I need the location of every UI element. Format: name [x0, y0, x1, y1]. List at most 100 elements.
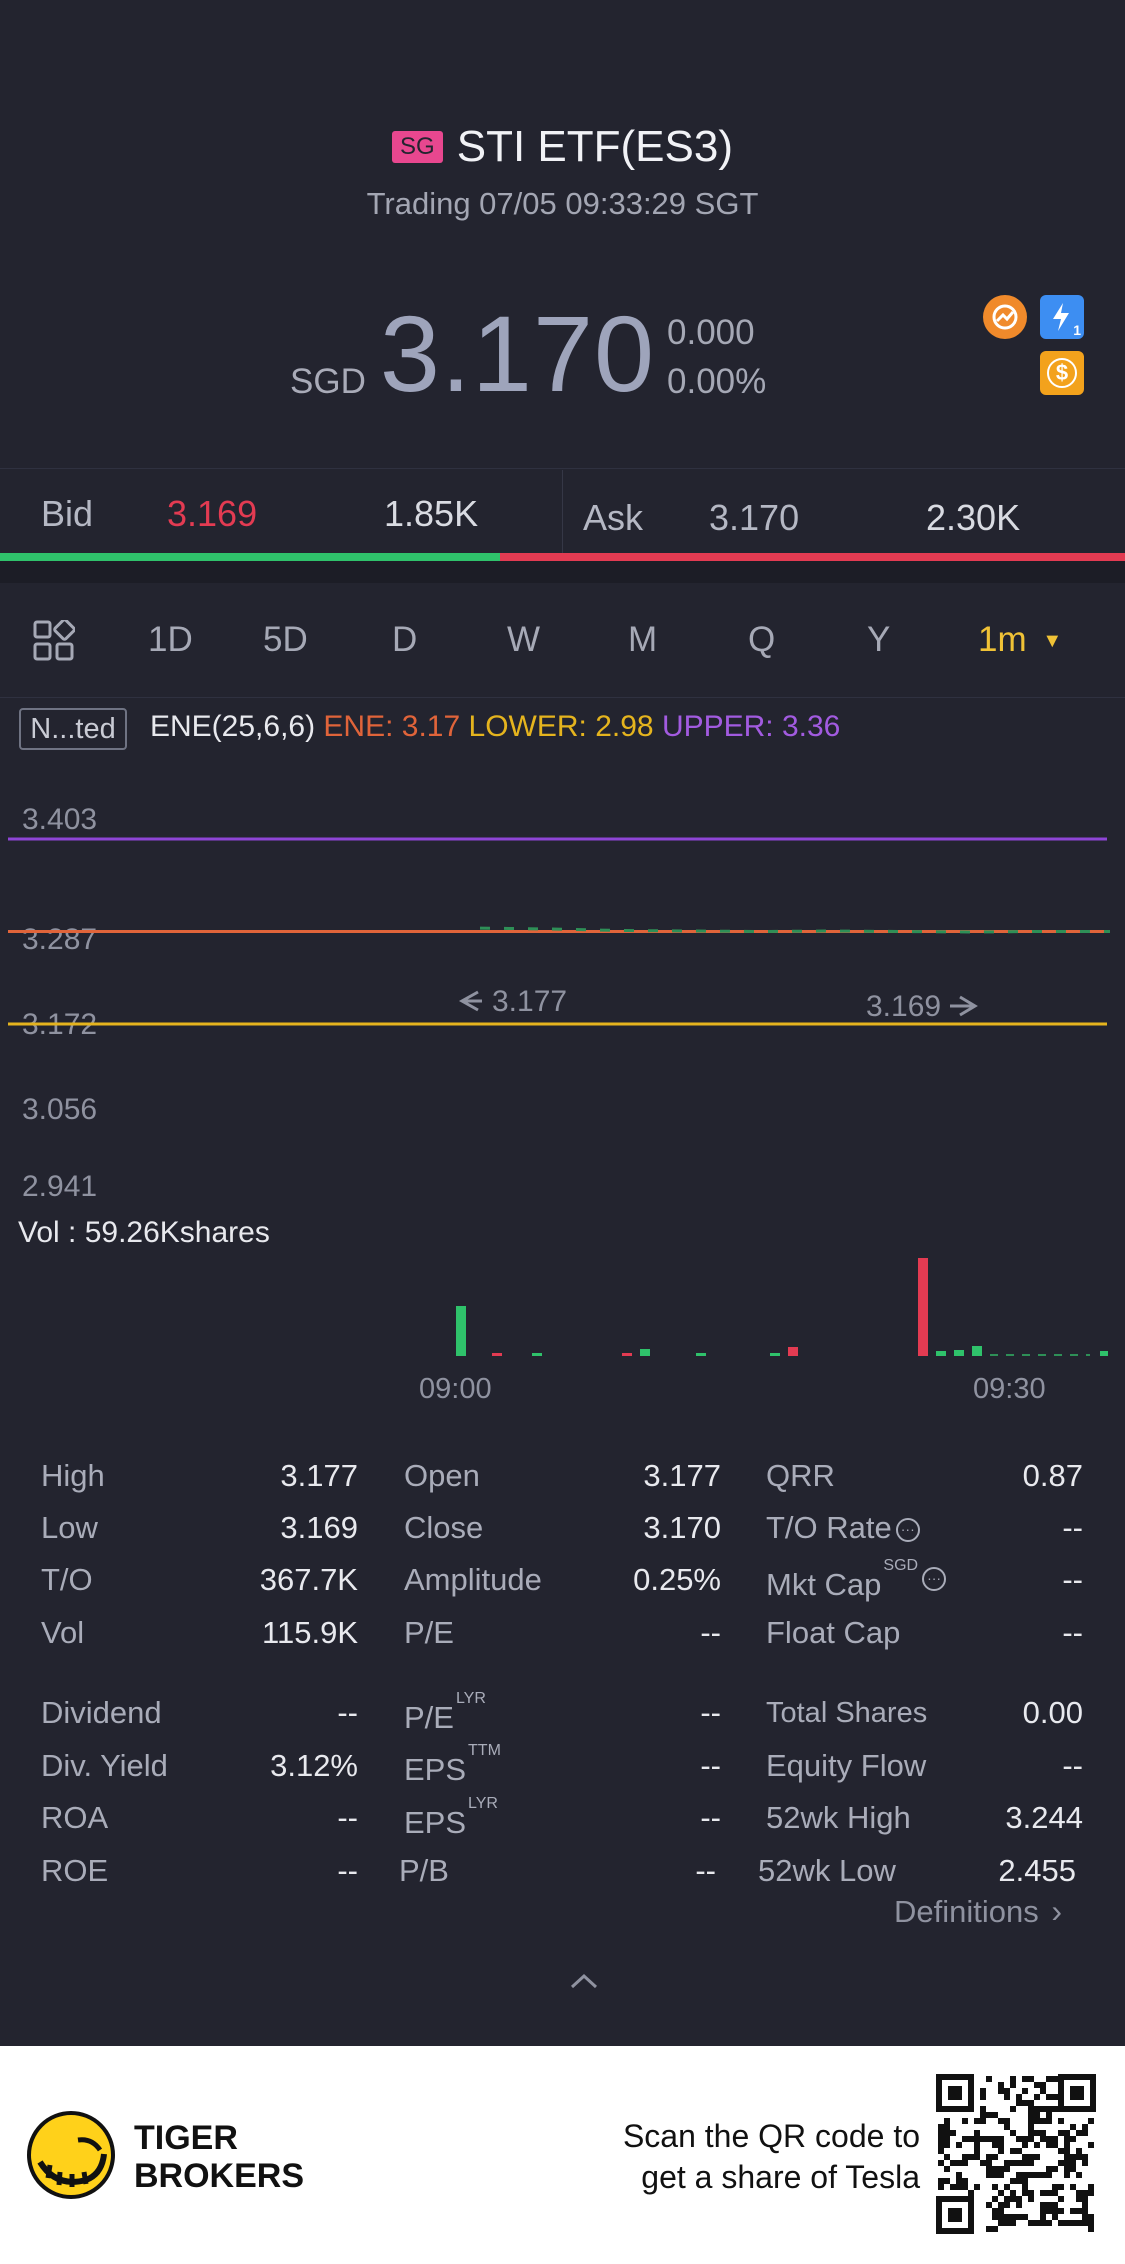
tab-5d[interactable]: 5D [263, 620, 308, 659]
qr-module [1004, 2160, 1010, 2166]
qr-module [944, 2118, 950, 2124]
qr-module [1088, 2214, 1094, 2220]
qr-module [992, 2172, 998, 2178]
stat-label-mkt-cap-sup: SGD [883, 1556, 919, 1574]
qr-module [1034, 2130, 1040, 2136]
bid-ask-bar [0, 468, 1125, 560]
qr-module [1046, 2112, 1052, 2118]
qr-module [1040, 2130, 1046, 2136]
qr-module [1028, 2190, 1034, 2196]
stat-label-52wk-low: 52wk Low [758, 1853, 896, 1888]
indicator-selector[interactable]: N...ted [19, 708, 127, 750]
stat-label-pe: P/E [404, 1615, 454, 1650]
tab-1d[interactable]: 1D [148, 620, 193, 659]
qr-module [1088, 2190, 1094, 2196]
qr-module [962, 2154, 968, 2160]
price-chart[interactable]: 3.177 3.169 [0, 780, 1125, 1220]
qr-module [938, 2160, 944, 2166]
chevron-down-icon: ▼ [1042, 630, 1063, 653]
definitions-link[interactable]: Definitions › [894, 1893, 1062, 1930]
stat-label-qrr: QRR [766, 1458, 835, 1493]
bolt-icon-glyph [1053, 303, 1069, 331]
qr-module [1034, 2154, 1040, 2160]
tab-y[interactable]: Y [867, 620, 891, 659]
qr-module [986, 2136, 992, 2142]
qr-module [998, 2142, 1004, 2148]
qr-module [968, 2154, 974, 2160]
stat-label-pe-lyr: P/ELYR [404, 1690, 486, 1736]
tab-1m[interactable]: 1m ▼ [978, 620, 1062, 660]
qr-module [938, 2178, 944, 2184]
volume-chart[interactable] [0, 1250, 1125, 1360]
stat-label-to-rate-text: T/O Rate [766, 1510, 892, 1545]
qr-module [956, 2142, 962, 2148]
qr-module [992, 2226, 998, 2232]
qr-module [1004, 2220, 1010, 2226]
tab-w[interactable]: W [507, 620, 541, 659]
qr-module [1082, 2124, 1088, 2130]
stat-value-qrr: 0.87 [1022, 1458, 1083, 1493]
qr-module [1016, 2178, 1022, 2184]
qr-module [1082, 2190, 1088, 2196]
tab-q[interactable]: Q [748, 620, 776, 659]
trend-icon[interactable] [983, 295, 1027, 339]
stat-label-turnover: T/O [41, 1562, 93, 1597]
collapse-button[interactable] [568, 1971, 600, 1996]
stat-value-amplitude: 0.25% [633, 1562, 721, 1597]
qr-module [974, 2130, 980, 2136]
qr-module [1016, 2202, 1022, 2208]
more-info-icon[interactable]: ··· [922, 1566, 947, 1591]
qr-module [998, 2136, 1004, 2142]
y-tick-label: 3.056 [22, 1093, 98, 1126]
qr-module [1076, 2172, 1082, 2178]
qr-module [1004, 2166, 1010, 2172]
qr-module [986, 2160, 992, 2166]
qr-module [986, 2202, 992, 2208]
qr-module [1040, 2088, 1046, 2094]
y-tick-label: 3.403 [22, 803, 98, 836]
qr-module [1040, 2106, 1046, 2112]
qr-module [1004, 2118, 1010, 2124]
qr-module [1064, 2172, 1070, 2178]
qr-module [1088, 2226, 1094, 2232]
qr-module [944, 2124, 950, 2130]
qr-module [998, 2118, 1004, 2124]
qr-code[interactable] [936, 2074, 1096, 2234]
tab-d[interactable]: D [392, 620, 418, 659]
qr-module [1028, 2106, 1034, 2112]
qr-module [1076, 2148, 1082, 2154]
qr-module [956, 2160, 962, 2166]
qr-module [1088, 2220, 1094, 2226]
stat-label-amplitude: Amplitude [404, 1562, 542, 1597]
qr-module [1028, 2160, 1034, 2166]
x-tick-label: 09:30 [973, 1373, 1046, 1405]
more-info-icon[interactable]: ··· [895, 1517, 920, 1542]
qr-module [944, 2136, 950, 2142]
price-change: 0.000 0.00% [667, 308, 766, 406]
qr-module [1010, 2106, 1016, 2112]
stat-value-eps-ttm: -- [700, 1748, 721, 1783]
qr-module [1022, 2172, 1028, 2178]
stat-label-pe-lyr-text: P/E [404, 1700, 454, 1735]
qr-module [1022, 2154, 1028, 2160]
qr-module [1034, 2142, 1040, 2148]
qr-module [1058, 2208, 1064, 2214]
qr-module [986, 2166, 992, 2172]
stat-label-volume: Vol [41, 1615, 85, 1650]
qr-module [950, 2160, 956, 2166]
qr-module [1082, 2208, 1088, 2214]
dollar-icon[interactable]: $ [1040, 351, 1084, 395]
stat-value-open: 3.177 [643, 1458, 721, 1493]
qr-module [1076, 2220, 1082, 2226]
promo-line-2: get a share of Tesla [641, 2159, 920, 2195]
grid-icon[interactable] [33, 618, 76, 667]
indicator-legend: ENE(25,6,6) ENE: 3.17 LOWER: 2.98 UPPER:… [150, 710, 840, 744]
bolt-icon[interactable]: 1 [1040, 295, 1084, 339]
tab-m[interactable]: M [628, 620, 658, 659]
qr-module [1070, 2124, 1076, 2130]
section-separator [0, 561, 1125, 583]
definitions-label: Definitions [894, 1894, 1039, 1929]
ask-size: 2.30K [926, 497, 1021, 538]
qr-module [1028, 2130, 1034, 2136]
qr-module [1082, 2196, 1088, 2202]
